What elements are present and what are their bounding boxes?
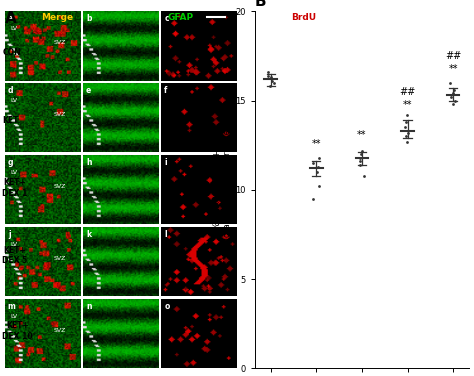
Text: CON: CON (2, 48, 21, 57)
Text: LV: LV (11, 314, 18, 319)
Text: k: k (86, 230, 91, 239)
Point (360, 173, 368, 179)
Text: SVZ: SVZ (54, 40, 66, 45)
Text: LV: LV (11, 98, 18, 103)
Text: g: g (8, 158, 13, 167)
Text: **: ** (403, 100, 412, 109)
Point (313, 169, 321, 175)
Text: ##: ## (445, 51, 461, 61)
Text: KET+
DEX 1: KET+ DEX 1 (2, 178, 28, 198)
Point (266, 83, 273, 89)
Text: KET: KET (2, 116, 19, 125)
Text: h: h (86, 158, 91, 167)
Text: e: e (86, 86, 91, 95)
Text: B: B (255, 0, 266, 9)
Text: SVZ: SVZ (54, 328, 66, 333)
Text: o: o (164, 302, 170, 311)
Point (356, 155, 364, 161)
Text: GFAP: GFAP (167, 13, 193, 22)
Text: KET+
DEX 10: KET+ DEX 10 (2, 321, 33, 341)
Text: KET+
DEX 5: KET+ DEX 5 (2, 246, 27, 265)
Point (270, 80, 277, 86)
Point (316, 155, 323, 161)
Point (310, 160, 317, 166)
Text: j: j (8, 230, 10, 239)
Point (449, 101, 456, 107)
Point (447, 80, 454, 86)
Point (402, 119, 410, 125)
Text: a: a (8, 14, 13, 23)
Point (357, 151, 365, 157)
Point (314, 164, 321, 170)
Text: b: b (86, 14, 91, 23)
Point (310, 196, 317, 202)
Point (450, 87, 457, 93)
Text: c: c (164, 14, 169, 23)
Point (268, 78, 276, 84)
Text: LV: LV (11, 26, 18, 31)
Text: LV: LV (11, 242, 18, 247)
Text: SVZ: SVZ (54, 184, 66, 189)
Text: **: ** (357, 130, 367, 140)
Point (451, 98, 459, 104)
Text: l: l (164, 230, 167, 239)
Text: **: ** (311, 139, 321, 149)
Text: m: m (8, 302, 16, 311)
Point (403, 139, 411, 145)
Point (401, 124, 409, 130)
Point (264, 73, 272, 79)
Text: BrdU: BrdU (291, 13, 316, 22)
Point (264, 69, 272, 75)
Point (404, 130, 412, 136)
Point (402, 133, 410, 139)
Text: **: ** (448, 64, 458, 74)
Y-axis label: % GFAP +/BrdU +
(Median/Interquartile range): % GFAP +/BrdU + (Median/Interquartile ra… (213, 126, 232, 254)
Text: Merge: Merge (41, 13, 73, 22)
Text: LV: LV (11, 170, 18, 175)
Text: f: f (164, 86, 168, 95)
Point (356, 158, 364, 164)
Point (356, 162, 364, 168)
Text: SVZ: SVZ (54, 256, 66, 261)
Text: d: d (8, 86, 13, 95)
Text: i: i (164, 158, 167, 167)
Text: A: A (5, 11, 17, 26)
Point (449, 91, 457, 97)
Point (358, 148, 366, 154)
Point (315, 183, 322, 190)
Text: n: n (86, 302, 91, 311)
Point (403, 112, 410, 118)
Text: ##: ## (400, 87, 416, 97)
Point (447, 94, 455, 100)
Point (267, 74, 275, 80)
Text: SVZ: SVZ (54, 112, 66, 117)
